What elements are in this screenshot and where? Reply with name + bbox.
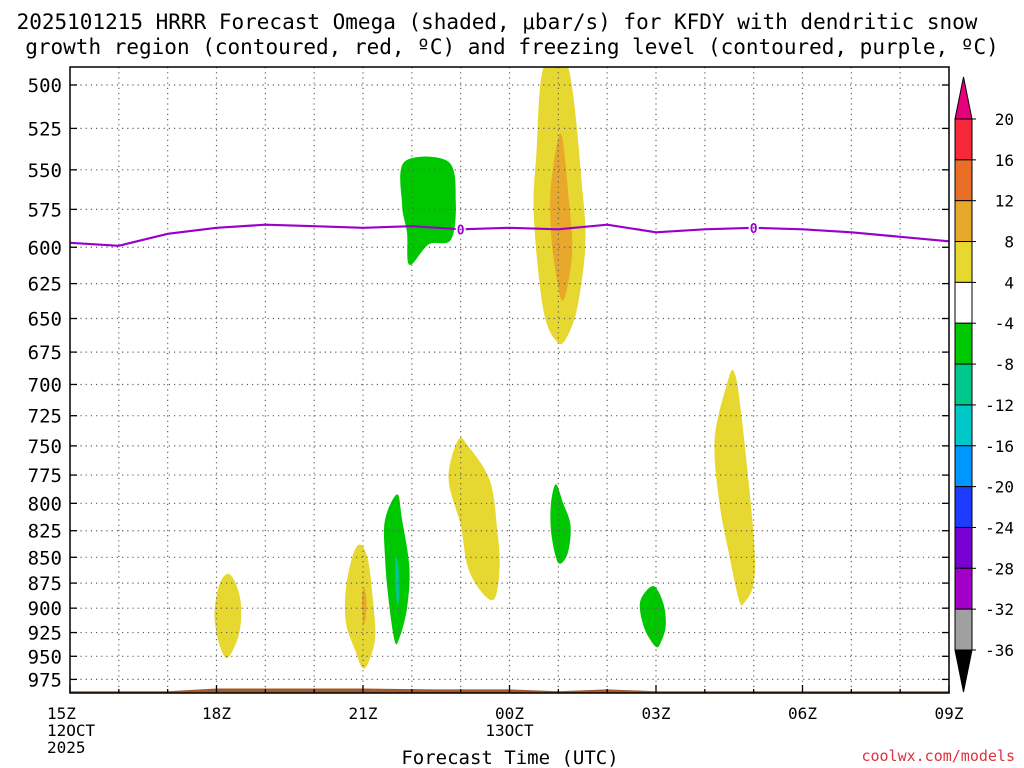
colorbar-box	[954, 363, 973, 406]
x-tick-label-0-2: 2025	[47, 738, 86, 757]
y-tick-label-775: 775	[28, 465, 62, 487]
omega-shaded-regions	[214, 67, 756, 669]
colorbar-label: 4	[1004, 273, 1014, 292]
omega-region-lift-23z-mid	[448, 437, 500, 601]
colorbar-label: -8	[995, 355, 1014, 374]
x-axis-label: Forecast Time (UTC)	[401, 747, 618, 768]
colorbar-label: -4	[995, 314, 1014, 333]
freezing-label-bg	[748, 220, 759, 234]
colorbar-label: -16	[985, 437, 1014, 456]
y-axis-ticks: 500 525 550 575 600 625 650 675 700 725 750 775 800 8…	[28, 75, 949, 691]
grid-lines	[70, 67, 949, 693]
colorbar-label: 20	[995, 110, 1014, 129]
x-tick-label-0-0: 15Z	[47, 704, 76, 723]
colorbar-box	[954, 404, 973, 447]
y-tick-label-700: 700	[28, 374, 62, 396]
colorbar-box	[954, 322, 973, 365]
x-tick-label-0-1: 12OCT	[47, 721, 96, 740]
y-tick-label-650: 650	[28, 309, 62, 331]
y-tick-label-850: 850	[28, 547, 62, 569]
y-tick-label-725: 725	[28, 406, 62, 428]
colorbar-box	[954, 526, 973, 569]
colorbar-box	[954, 200, 973, 243]
x-tick-label-15-0: 06Z	[788, 704, 817, 723]
colorbar-label: -20	[985, 478, 1014, 497]
y-tick-label-750: 750	[28, 436, 62, 458]
colorbar-box	[954, 241, 973, 283]
y-tick-label-800: 800	[28, 493, 62, 515]
colorbar-top-arrow	[954, 76, 973, 120]
y-tick-label-500: 500	[28, 75, 62, 97]
y-tick-label-525: 525	[28, 118, 62, 140]
y-tick-label-550: 550	[28, 160, 62, 182]
omega-region-sink-22z-upper	[400, 156, 456, 266]
colorbar-label: -36	[985, 641, 1014, 660]
colorbar-label: 12	[995, 192, 1014, 211]
omega-region-sink-22z-core	[395, 556, 400, 605]
omega-region-lift-21z-low	[344, 544, 376, 669]
omega-region-lift-21z-core	[361, 588, 367, 624]
y-tick-label-925: 925	[28, 623, 62, 645]
omega-colorbar: 20 16 12 8 4 -4 -8 -12 -16 -20 -24 -28 -32 -36	[954, 76, 1014, 693]
colorbar-label: -32	[985, 600, 1014, 619]
y-tick-label-975: 975	[28, 669, 62, 691]
x-tick-label-6-0: 21Z	[349, 704, 378, 723]
chart-title-line1: 2025101215 HRRR Forecast Omega (shaded, …	[17, 10, 978, 34]
colorbar-box	[954, 445, 973, 488]
omega-region-lift-04z-mid	[714, 369, 756, 606]
colorbar-label: 8	[1004, 233, 1014, 252]
credit-text: coolwx.com/models	[861, 747, 1015, 765]
y-tick-label-900: 900	[28, 598, 62, 620]
y-tick-label-825: 825	[28, 521, 62, 543]
y-tick-label-950: 950	[28, 646, 62, 668]
y-tick-label-675: 675	[28, 342, 62, 364]
x-tick-label-9-1: 13OCT	[485, 721, 534, 740]
freezing-level-label: 0	[457, 223, 465, 238]
colorbar-box	[954, 567, 973, 610]
freezing-label-bg	[455, 222, 466, 236]
y-tick-label-575: 575	[28, 199, 62, 221]
colorbar-box	[954, 118, 973, 161]
x-tick-label-18-0: 09Z	[935, 704, 964, 723]
colorbar-label: 16	[995, 151, 1014, 170]
x-tick-label-12-0: 03Z	[642, 704, 671, 723]
colorbar-bottom-arrow	[954, 649, 973, 693]
omega-region-sink-01z-mid	[550, 484, 571, 564]
x-tick-label-9-0: 00Z	[495, 704, 524, 723]
colorbar-box	[954, 159, 973, 202]
omega-region-sink-03z-low	[639, 586, 666, 648]
colorbar-box	[954, 281, 973, 324]
colorbar-label: -28	[985, 559, 1014, 578]
freezing-level-line	[69, 223, 950, 247]
freezing-level-label: 0	[750, 222, 758, 237]
y-tick-label-600: 600	[28, 237, 62, 259]
chart-title-line2: growth region (contoured, red, ºC) and f…	[25, 35, 999, 59]
y-tick-label-625: 625	[28, 274, 62, 296]
x-tick-label-3-0: 18Z	[202, 704, 231, 723]
colorbar-box	[954, 608, 973, 651]
omega-region-lift-01z-core	[550, 133, 573, 301]
colorbar-label: -12	[985, 396, 1014, 415]
colorbar-label: -24	[985, 518, 1014, 537]
colorbar-box	[954, 486, 973, 528]
omega-region-lift-18z-low	[214, 573, 242, 659]
y-tick-label-875: 875	[28, 573, 62, 595]
